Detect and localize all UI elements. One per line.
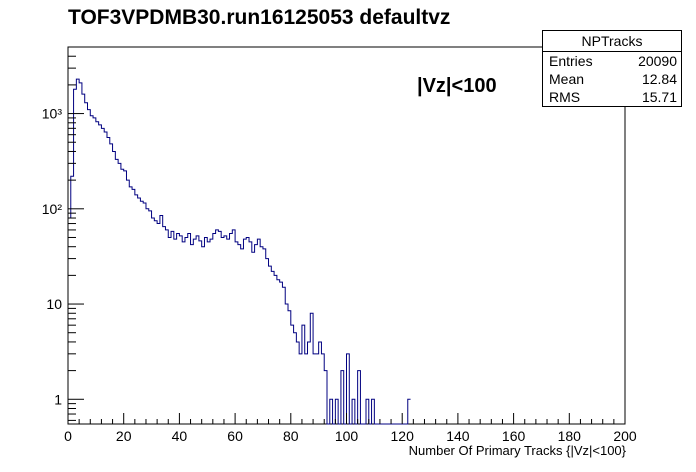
- stats-rms-value: 15.71: [641, 89, 677, 105]
- chart-title: TOF3VPDMB30.run16125053 defaultvz: [68, 6, 451, 29]
- x-tick-label: 100: [335, 428, 359, 444]
- x-axis-label: Number Of Primary Tracks {|Vz|<100}: [408, 443, 626, 458]
- x-tick-label: 180: [558, 428, 582, 444]
- stats-row-entries: Entries 20090: [543, 52, 681, 70]
- y-axis: 1 10 10² 10³: [42, 46, 84, 421]
- y-tick-label: 10: [46, 296, 62, 312]
- stats-box: NPTracks Entries 20090 Mean 12.84 RMS 15…: [542, 30, 682, 107]
- stats-entries-label: Entries: [549, 53, 593, 69]
- stats-row-mean: Mean 12.84: [543, 70, 681, 88]
- x-tick-label: 0: [64, 428, 72, 444]
- y-tick-label: 1: [54, 391, 62, 407]
- y-tick-label: 10²: [42, 201, 63, 217]
- x-tick-label: 20: [116, 428, 132, 444]
- stats-mean-label: Mean: [549, 71, 585, 87]
- histogram-series-line: [68, 78, 411, 425]
- x-tick-label: 200: [613, 428, 637, 444]
- stats-mean-value: 12.84: [641, 71, 677, 87]
- stats-row-rms: RMS 15.71: [543, 88, 681, 106]
- x-tick-label: 140: [446, 428, 470, 444]
- x-axis: 0 20 40 60 80 100 120 140 160 180 200: [64, 413, 637, 444]
- vz-annotation: |Vz|<100: [417, 75, 497, 97]
- stats-entries-value: 20090: [638, 53, 677, 69]
- x-tick-label: 80: [283, 428, 299, 444]
- x-tick-label: 120: [391, 428, 415, 444]
- x-tick-label: 60: [227, 428, 243, 444]
- stats-box-name: NPTracks: [543, 31, 681, 52]
- y-tick-label: 10³: [42, 106, 63, 122]
- x-tick-label: 160: [502, 428, 526, 444]
- x-tick-label: 40: [172, 428, 188, 444]
- stats-rms-label: RMS: [549, 89, 581, 105]
